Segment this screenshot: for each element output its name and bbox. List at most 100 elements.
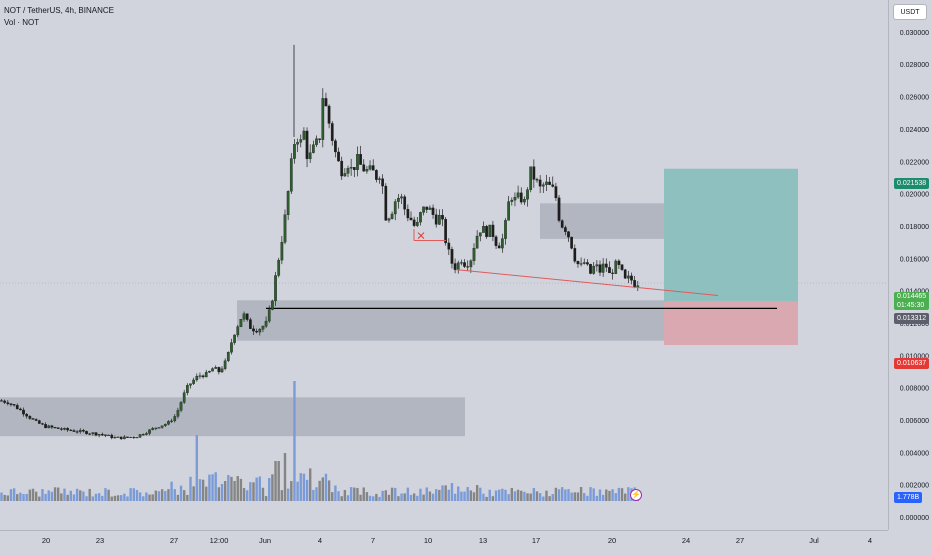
candle	[47, 424, 51, 429]
candle	[305, 127, 309, 168]
volume-legend[interactable]: Vol · NOT	[4, 18, 40, 27]
y-tick-label: 0.028000	[900, 62, 929, 69]
candle-down-body	[25, 413, 29, 417]
candle-down-body	[535, 179, 539, 181]
volume-bar-up	[617, 487, 621, 501]
candle	[453, 258, 457, 274]
volume-bar-up	[75, 488, 79, 501]
x-tick-label: 23	[96, 536, 104, 545]
volume-bar-down	[201, 479, 205, 501]
candle	[151, 426, 155, 431]
candle-down-body	[617, 260, 621, 265]
candle-down-body	[381, 178, 385, 187]
candle-up-body	[91, 432, 95, 434]
candle-down-body	[255, 330, 258, 333]
volume-bar-down	[107, 489, 110, 501]
candle-up-body	[478, 232, 482, 237]
candle	[362, 159, 366, 172]
volume-bar-down	[236, 476, 239, 501]
candle-up-body	[198, 375, 202, 377]
price-scale-canvas: 0.030000 0.028000 0.026000 0.024000 0.022000…	[900, 30, 929, 522]
candle	[422, 206, 425, 216]
candle-down-body	[37, 420, 41, 424]
candle-up-body	[129, 436, 132, 438]
volume-bar-up	[72, 494, 76, 501]
time-scale[interactable]: 20 23 27 12:00 Jun 4 7 10 13 17 20 24 27 Jul 4	[0, 530, 888, 551]
candle	[261, 325, 265, 333]
candle-up-body	[280, 242, 284, 261]
candle-up-body	[365, 169, 369, 172]
candle	[378, 176, 381, 184]
candle	[15, 403, 19, 410]
candle	[34, 418, 38, 422]
volume-bar-up	[315, 487, 318, 501]
candle-up-body	[321, 98, 325, 140]
lightning-icon[interactable]: ⚡	[630, 489, 642, 501]
candle-down-body	[494, 236, 498, 246]
volume-bar-up	[19, 492, 22, 501]
candle-down-body	[85, 431, 88, 435]
y-tick-label: 0.012000	[900, 321, 929, 328]
candle	[447, 238, 451, 256]
candle-down-body	[44, 424, 47, 429]
candle-up-body	[230, 342, 233, 353]
candle	[0, 398, 3, 402]
last-price-value: 0.014465	[897, 293, 927, 300]
candle-up-body	[113, 437, 117, 439]
volume-bar-up	[457, 486, 460, 501]
candle	[75, 429, 79, 434]
chart-area[interactable]: NOT / TetherUS, 4h, BINANCE Vol · NOT ⚡	[0, 0, 888, 530]
candle	[554, 182, 558, 201]
price-scale[interactable]: 0.030000 0.028000 0.026000 0.024000 0.022000…	[888, 0, 932, 530]
candle-up-body	[437, 215, 441, 225]
candle-up-body	[510, 199, 514, 202]
volume-bar-up	[69, 490, 72, 501]
volume-bar-down	[510, 488, 513, 501]
candle	[478, 232, 482, 242]
volume-bar-up	[378, 496, 381, 501]
candle	[12, 404, 16, 407]
candle	[179, 400, 183, 413]
candle-up-body	[299, 139, 303, 143]
x-tick-label: 13	[479, 536, 487, 545]
candle	[60, 427, 63, 431]
volume-bar-down	[261, 487, 265, 501]
candle-down-body	[248, 319, 252, 329]
candle	[204, 369, 208, 378]
volume-bar-up	[435, 489, 438, 501]
volume-bar-down	[576, 492, 580, 501]
x-tick-label: 10	[424, 536, 432, 545]
candle	[623, 268, 627, 280]
candle	[570, 236, 574, 250]
chart-canvas[interactable]	[0, 0, 888, 530]
currency-button[interactable]: USDT	[893, 4, 927, 20]
volume-bar-up	[551, 494, 554, 501]
volume-bar-down	[79, 490, 82, 501]
candle	[560, 219, 564, 229]
candle	[548, 176, 551, 186]
candle-down-body	[82, 430, 85, 432]
volume-bar-up	[479, 487, 482, 501]
candle-up-body	[315, 138, 318, 145]
y-tick-label: 0.024000	[900, 127, 929, 134]
volume-bar-down	[535, 491, 539, 501]
candle-down-body	[447, 242, 451, 250]
candle-up-body	[390, 213, 394, 219]
candle	[330, 121, 334, 146]
volume-bar-up	[0, 492, 3, 501]
candle	[311, 140, 315, 154]
volume-bar-down	[491, 496, 495, 501]
candle-up-body	[592, 265, 596, 274]
candle	[44, 422, 47, 429]
candle	[403, 194, 407, 216]
candle-down-body	[318, 138, 322, 140]
y-tick-label: 0.020000	[900, 192, 929, 199]
volume-bar-down	[384, 490, 387, 501]
candle-up-body	[163, 424, 167, 426]
candle	[233, 334, 236, 345]
candle	[510, 197, 514, 206]
volume-bar-up	[41, 489, 44, 501]
volume-bar-down	[321, 477, 324, 501]
candle	[296, 138, 299, 153]
symbol-legend[interactable]: NOT / TetherUS, 4h, BINANCE	[4, 6, 114, 15]
